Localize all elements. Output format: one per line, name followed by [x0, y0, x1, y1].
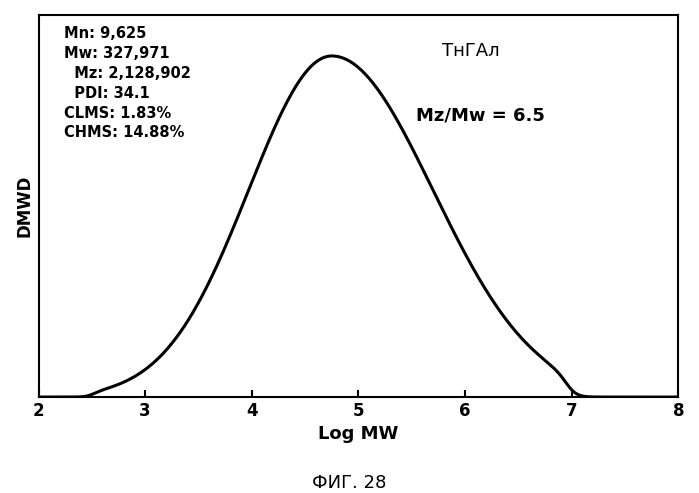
X-axis label: Log MW: Log MW — [318, 425, 398, 444]
Y-axis label: DMWD: DMWD — [15, 175, 33, 237]
Text: Mz/Mw = 6.5: Mz/Mw = 6.5 — [416, 106, 545, 125]
Text: ТнГАл: ТнГАл — [442, 42, 499, 60]
Text: Mn: 9,625
Mw: 327,971
  Mz: 2,128,902
  PDI: 34.1
CLMS: 1.83%
CHMS: 14.88%: Mn: 9,625 Mw: 327,971 Mz: 2,128,902 PDI:… — [64, 27, 191, 141]
Text: ФИГ. 28: ФИГ. 28 — [312, 474, 387, 492]
